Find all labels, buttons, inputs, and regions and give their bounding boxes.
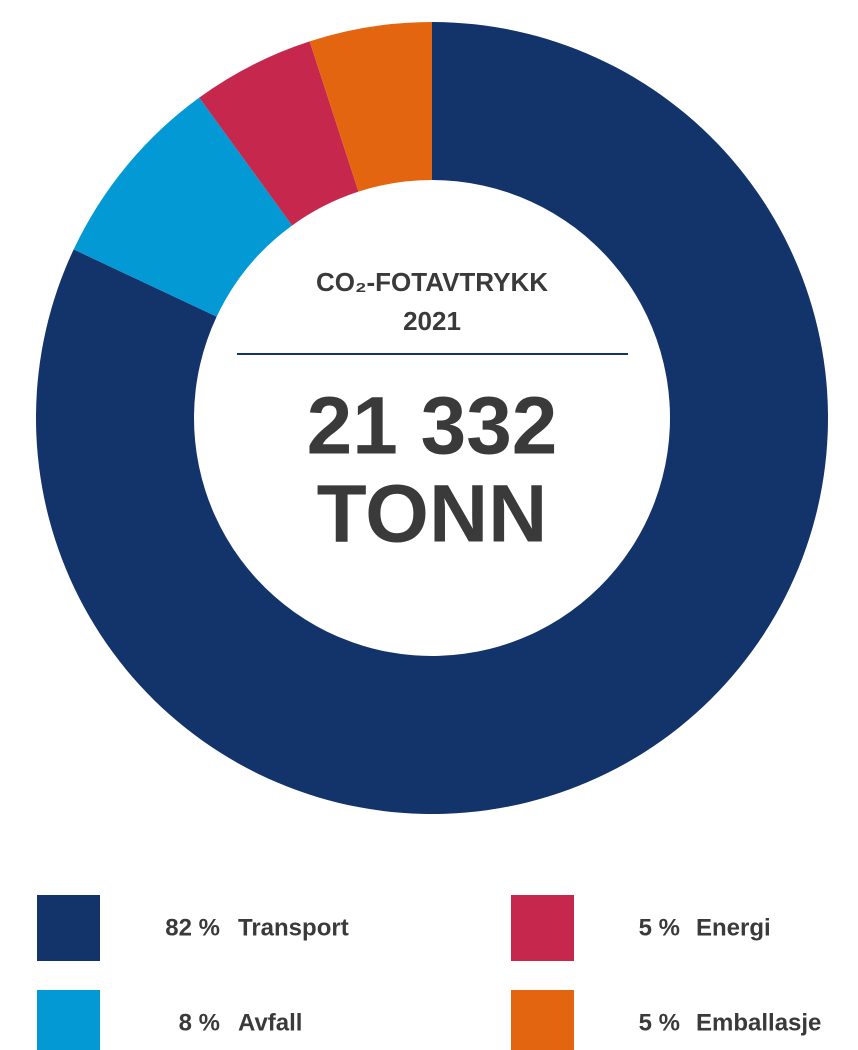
slice xyxy=(199,41,359,226)
legend-label: Emballasje xyxy=(696,1009,821,1036)
legend-value: 82 % xyxy=(165,914,220,941)
center-title: CO₂-FOTAVTRYKK xyxy=(316,267,548,297)
center-subtitle: 2021 xyxy=(403,306,461,336)
legend-value: 5 % xyxy=(639,914,680,941)
slice xyxy=(35,22,829,814)
slice xyxy=(73,97,293,317)
donut xyxy=(35,22,829,814)
slice xyxy=(309,22,432,192)
legend-label: Transport xyxy=(238,914,349,941)
legend-swatch xyxy=(37,895,100,961)
legend-swatch xyxy=(511,895,574,961)
total-label: 21 332 xyxy=(307,381,558,472)
unit-label: TONN xyxy=(317,469,548,560)
legend-value: 5 % xyxy=(639,1009,680,1036)
legend-label: Avfall xyxy=(238,1009,302,1036)
legend-value: 8 % xyxy=(179,1009,220,1036)
legend-label: Energi xyxy=(696,914,771,941)
legend-swatch xyxy=(511,990,574,1050)
legend-swatch xyxy=(37,990,100,1050)
